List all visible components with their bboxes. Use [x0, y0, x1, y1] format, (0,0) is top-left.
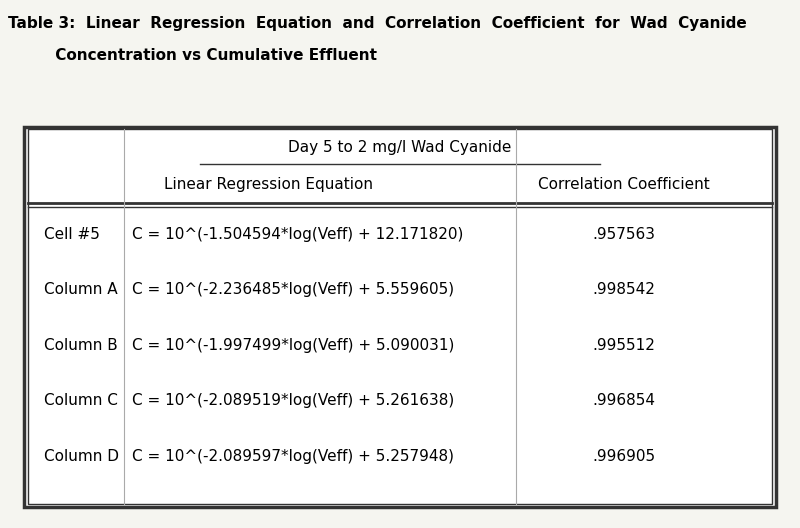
Text: Day 5 to 2 mg/l Wad Cyanide: Day 5 to 2 mg/l Wad Cyanide [288, 140, 512, 155]
Text: C = 10^(-1.997499*log(Veff) + 5.090031): C = 10^(-1.997499*log(Veff) + 5.090031) [132, 338, 454, 353]
Text: Concentration vs Cumulative Effluent: Concentration vs Cumulative Effluent [8, 48, 377, 62]
Text: Column B: Column B [44, 338, 118, 353]
Text: Column A: Column A [44, 282, 118, 297]
Text: C = 10^(-2.236485*log(Veff) + 5.559605): C = 10^(-2.236485*log(Veff) + 5.559605) [132, 282, 454, 297]
Text: Table 3:  Linear  Regression  Equation  and  Correlation  Coefficient  for  Wad : Table 3: Linear Regression Equation and … [8, 16, 746, 31]
Text: .998542: .998542 [593, 282, 655, 297]
Text: C = 10^(-2.089519*log(Veff) + 5.261638): C = 10^(-2.089519*log(Veff) + 5.261638) [132, 393, 454, 408]
Text: Column C: Column C [44, 393, 118, 408]
Text: .996854: .996854 [593, 393, 655, 408]
Text: Linear Regression Equation: Linear Regression Equation [163, 177, 373, 192]
Text: .996905: .996905 [593, 449, 655, 464]
Text: Column D: Column D [44, 449, 119, 464]
Text: .995512: .995512 [593, 338, 655, 353]
Text: Correlation Coefficient: Correlation Coefficient [538, 177, 710, 192]
Text: Cell #5: Cell #5 [44, 227, 100, 242]
Text: C = 10^(-2.089597*log(Veff) + 5.257948): C = 10^(-2.089597*log(Veff) + 5.257948) [132, 449, 454, 464]
Text: .957563: .957563 [593, 227, 655, 242]
Text: C = 10^(-1.504594*log(Veff) + 12.171820): C = 10^(-1.504594*log(Veff) + 12.171820) [132, 227, 463, 242]
